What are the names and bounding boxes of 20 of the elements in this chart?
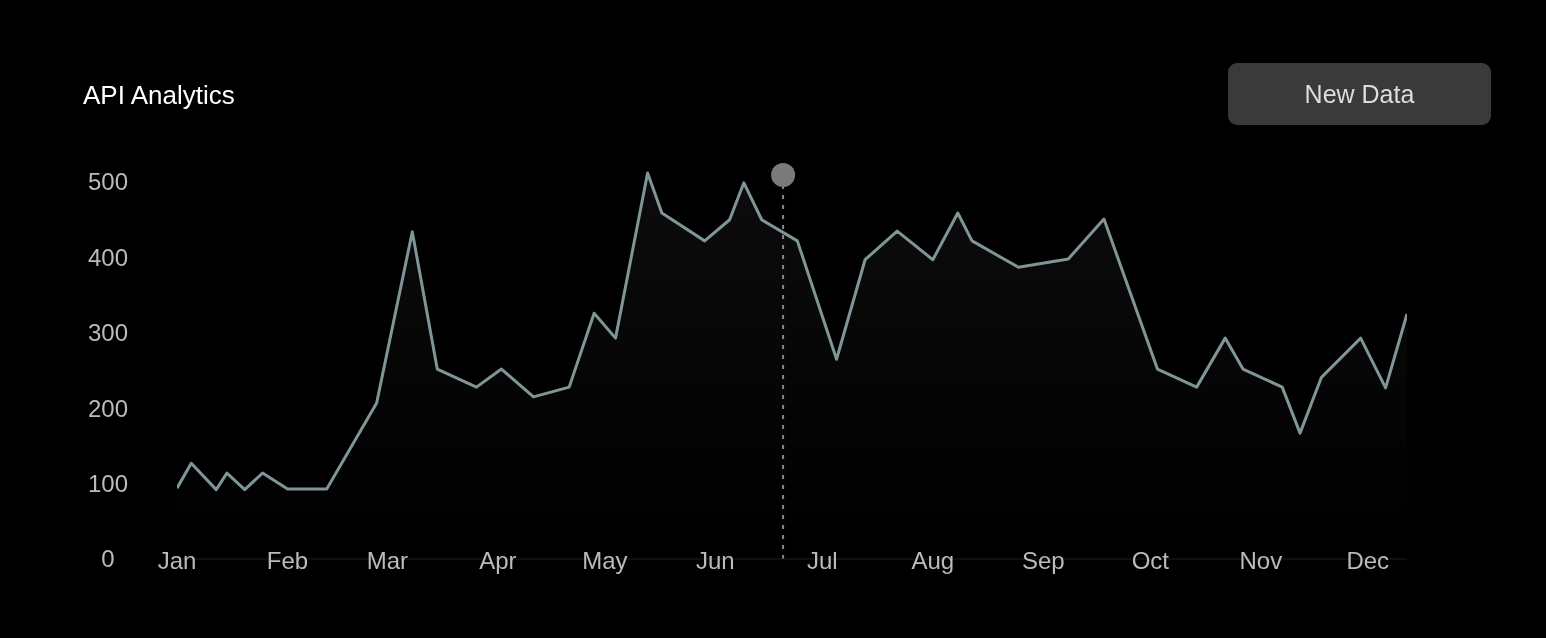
- y-tick-label: 300: [87, 319, 129, 347]
- x-tick-label: Dec: [1346, 547, 1390, 575]
- x-tick-label: Jun: [696, 547, 735, 575]
- x-tick-label: Apr: [479, 547, 517, 575]
- x-tick-label: Aug: [911, 547, 955, 575]
- y-tick-label: 400: [87, 243, 129, 271]
- x-tick-label: Sep: [1022, 547, 1065, 575]
- chart-title: API Analytics: [83, 80, 235, 111]
- x-tick-label: Nov: [1239, 547, 1283, 575]
- x-tick-label: Oct: [1131, 547, 1170, 575]
- y-tick-label: 500: [87, 168, 129, 196]
- x-tick-label: Jan: [157, 547, 197, 575]
- text: New Data: [1228, 63, 1491, 125]
- x-tick-label: Feb: [266, 547, 309, 575]
- y-tick-label: 200: [87, 394, 129, 422]
- x-tick-label: Mar: [366, 547, 409, 575]
- x-tick-label: May: [582, 547, 628, 575]
- y-tick-label: 0: [101, 545, 115, 573]
- y-tick-label: 100: [87, 470, 129, 498]
- x-tick-label: Jul: [806, 547, 838, 575]
